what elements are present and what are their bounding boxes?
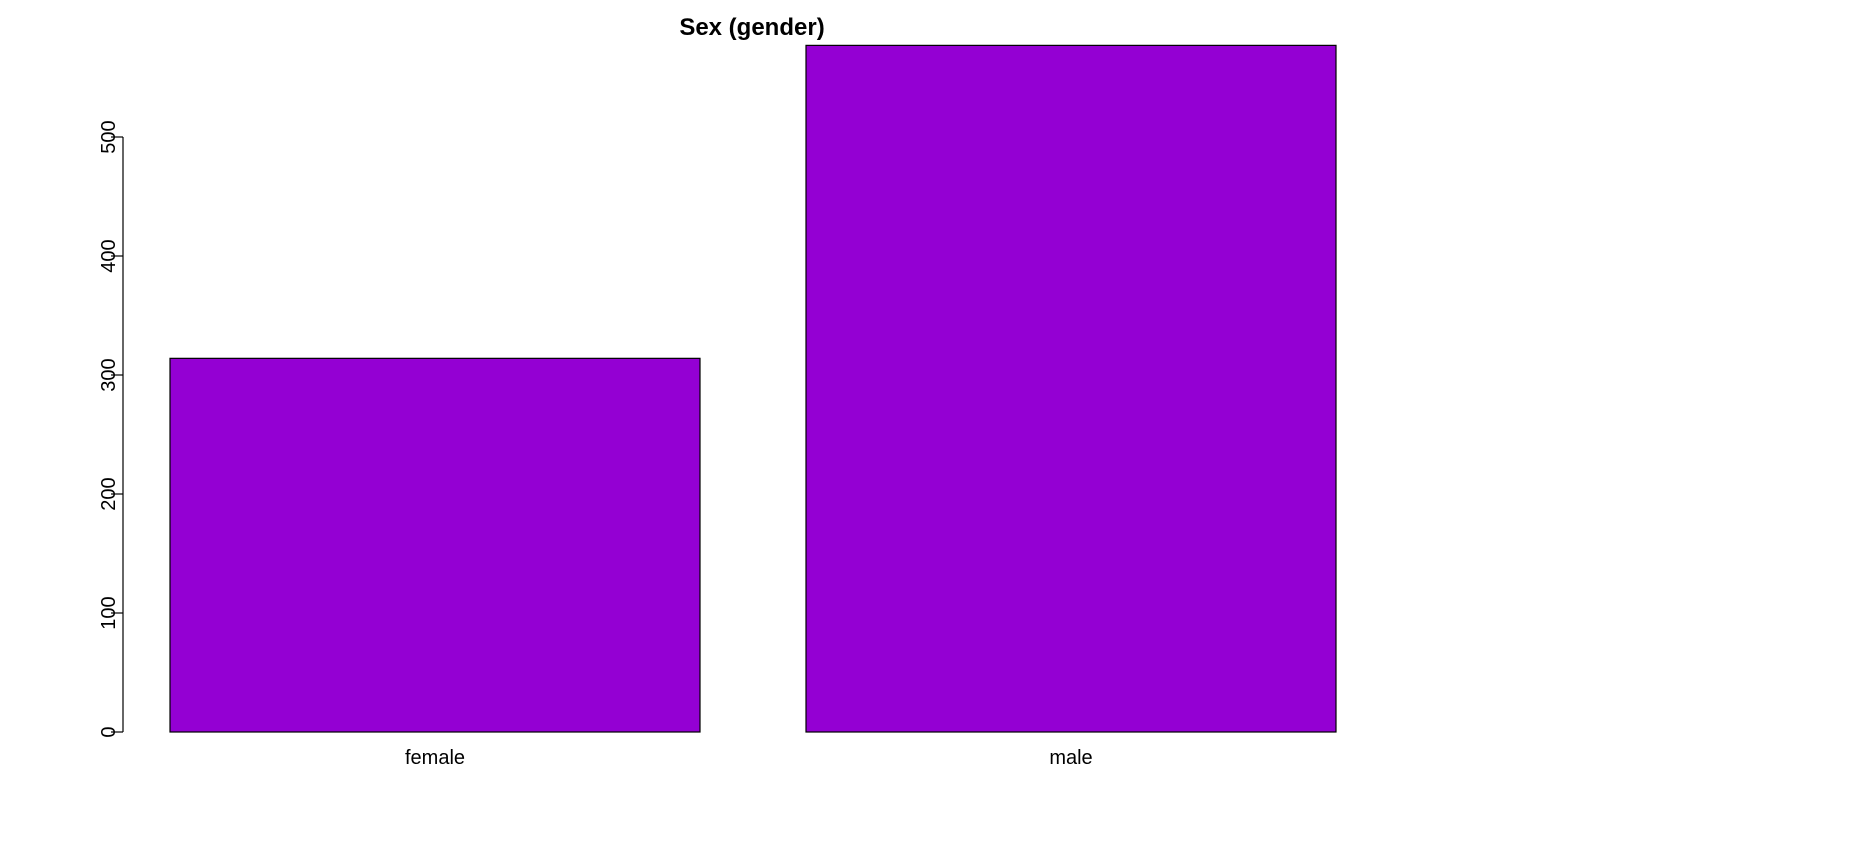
x-axis-labels: female male — [405, 747, 1093, 769]
bar-female — [169, 357, 701, 733]
y-tick-label: 200 — [98, 477, 120, 510]
y-tick-label: 300 — [98, 358, 120, 391]
x-tick-label-female: female — [405, 747, 465, 769]
y-tick-label: 0 — [98, 726, 120, 737]
y-tick-label: 100 — [98, 596, 120, 629]
x-tick-label-male: male — [1049, 747, 1092, 769]
bar-male — [805, 44, 1337, 733]
chart-title: Sex (gender) — [679, 14, 824, 41]
bars — [169, 44, 1337, 733]
y-tick-label: 400 — [98, 239, 120, 272]
y-axis: 0 100 200 300 400 500 — [98, 120, 124, 738]
y-tick-label: 500 — [98, 120, 120, 153]
